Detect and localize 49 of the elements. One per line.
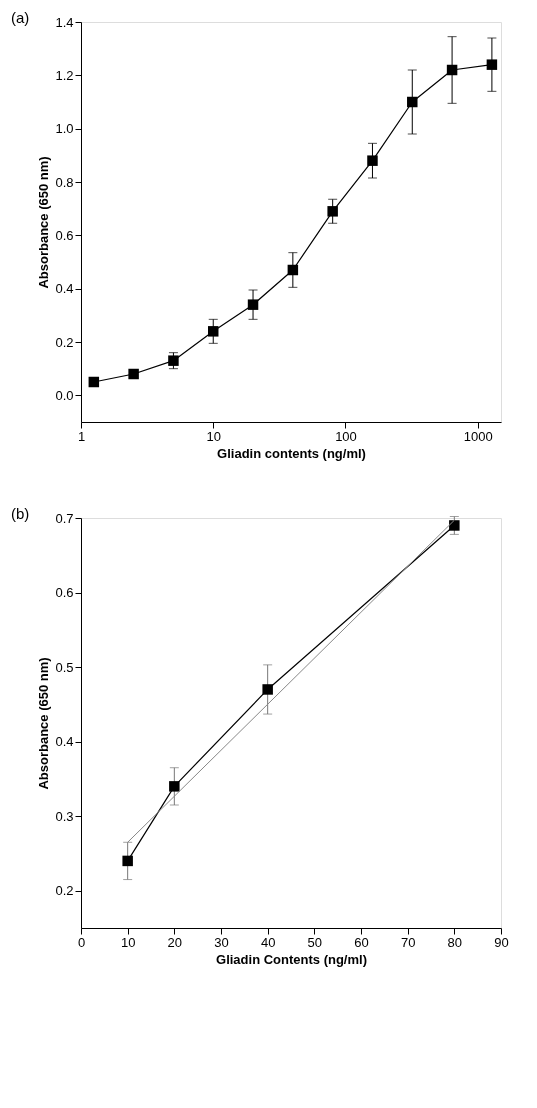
point	[446, 64, 458, 76]
x-tick-label: 1	[77, 428, 86, 444]
point	[449, 520, 460, 531]
point	[367, 155, 378, 166]
y-tick-label: 0.0	[55, 387, 74, 403]
y-tick-label: 0.4	[55, 734, 74, 750]
x-axis-title: Gliadin Contents (ng/ml)	[216, 951, 367, 967]
y-tick-label: 1.4	[55, 14, 74, 30]
point	[168, 355, 179, 366]
x-tick-label: 1000	[463, 428, 493, 444]
y-axis-title: Absorbance (650 nm)	[36, 657, 52, 790]
x-tick-label: 80	[447, 934, 463, 950]
y-axis-title: Absorbance (650 nm)	[36, 156, 52, 289]
chart-title: (b)	[11, 505, 30, 522]
x-tick-label: 10	[206, 428, 221, 444]
x-tick-label: 60	[354, 934, 369, 950]
y-tick-label: 0.2	[55, 883, 74, 899]
y-tick-label: 0.6	[55, 227, 74, 243]
point	[169, 781, 180, 792]
point	[407, 96, 418, 108]
x-tick-label: 0	[77, 934, 86, 950]
y-tick-label: 0.6	[55, 585, 74, 601]
x-tick-label: 10	[120, 934, 136, 950]
y-tick-label: 1.2	[55, 67, 74, 83]
x-tick-label: 20	[167, 934, 183, 950]
x-tick-label: 90	[494, 934, 509, 950]
y-tick-label: 0.8	[55, 174, 74, 190]
point	[247, 299, 259, 310]
x-tick-label: 100	[335, 428, 357, 444]
y-tick-label: 0.2	[55, 334, 74, 350]
y-tick-label: 0.3	[55, 808, 74, 824]
point	[262, 684, 273, 695]
x-tick-label: 50	[307, 934, 323, 950]
y-tick-label: 0.5	[55, 659, 74, 675]
x-tick-label: 40	[260, 934, 276, 950]
x-axis-title: Gliadin contents (ng/ml)	[217, 445, 366, 461]
point	[207, 326, 219, 337]
point	[287, 264, 299, 276]
point	[128, 368, 139, 380]
point	[122, 855, 133, 867]
x-tick-label: 30	[214, 934, 229, 950]
y-tick-label: 1.0	[55, 121, 74, 137]
chart-title: (a)	[11, 9, 30, 26]
y-tick-label: 0.4	[55, 281, 74, 297]
point	[486, 59, 498, 70]
point	[327, 206, 338, 217]
x-tick-label: 70	[400, 934, 416, 950]
point	[88, 376, 100, 388]
y-tick-label: 0.7	[55, 510, 74, 526]
